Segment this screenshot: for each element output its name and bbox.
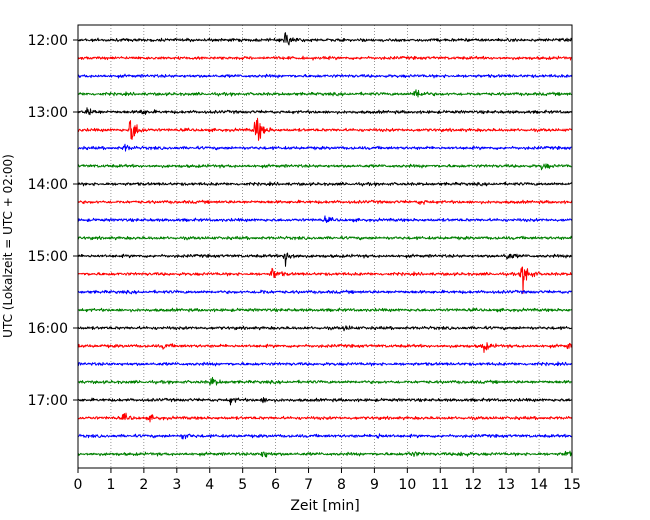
y-tick-label: 16:00 [28,321,68,337]
seismic-trace [77,215,573,223]
seismic-trace [77,397,573,406]
seismic-trace [77,412,573,423]
x-tick-label: 14 [530,477,548,493]
y-axis-label: UTC (Lokalzeit = UTC + 02:00) [1,154,15,338]
x-tick-label: 0 [74,477,83,493]
seismic-trace [77,342,573,353]
seismic-trace [78,307,573,313]
seismic-trace [77,89,573,98]
y-axis: 12:00 13:00 14:00 15:00 16:00 17:00 [28,33,78,409]
seismic-trace [77,325,573,332]
x-axis-label: Zeit [min] [290,498,359,514]
seismic-trace [77,107,573,116]
y-tick-label: 15:00 [28,249,68,265]
x-tick-label: 5 [238,477,247,493]
seismic-trace [77,252,573,267]
seismic-trace [77,163,573,171]
x-tick-label: 12 [464,477,482,493]
x-tick-label: 11 [431,477,449,493]
x-tick-label: 2 [139,477,148,493]
seismic-trace [77,235,573,241]
grid-lines [110,25,540,468]
seismic-trace [77,376,573,386]
x-tick-label: 9 [370,477,379,493]
x-axis: 0 1 2 3 4 5 6 7 8 9 10 11 12 13 14 15 [74,468,581,493]
seismic-trace [77,32,573,46]
seismic-trace [77,289,573,295]
seismic-trace [78,181,573,187]
plot-frame [77,24,573,469]
x-tick-label: 3 [172,477,181,493]
y-tick-label: 14:00 [28,177,68,193]
x-tick-label: 1 [106,477,115,493]
x-tick-label: 15 [563,477,581,493]
y-tick-label: 13:00 [28,105,68,121]
x-tick-label: 6 [271,477,280,493]
seismic-trace [78,266,573,294]
seismic-trace [77,117,573,141]
y-tick-label: 17:00 [28,393,68,409]
x-tick-label: 8 [337,477,346,493]
seismic-trace [77,55,573,61]
seismic-trace [77,361,573,367]
seismic-trace [77,433,573,440]
seismic-trace [77,143,572,152]
seismic-trace [77,450,573,458]
x-tick-label: 7 [304,477,313,493]
trace-group [77,32,573,458]
x-tick-label: 4 [205,477,214,493]
seismic-trace [77,73,572,79]
x-tick-label: 13 [497,477,515,493]
x-tick-label: 10 [398,477,416,493]
y-tick-label: 12:00 [28,33,68,49]
seismic-trace [77,199,573,205]
